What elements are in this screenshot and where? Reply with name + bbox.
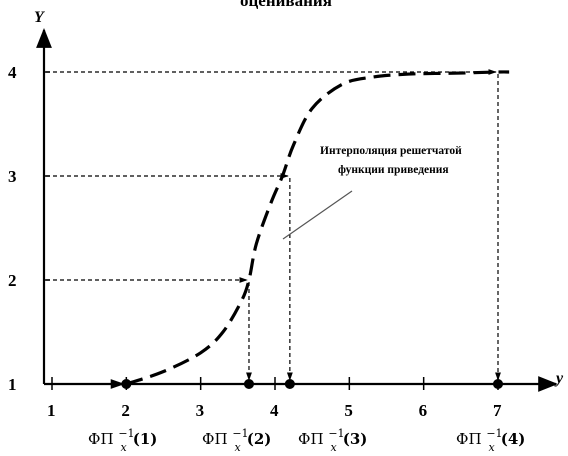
- y-tick-label-2: 2: [8, 271, 17, 290]
- inverse-label-2: ФП −1 x (2): [202, 427, 271, 454]
- inverse-point-4: [493, 379, 503, 389]
- inverse-point-3: [284, 379, 295, 389]
- x-tick-label-5: 5: [344, 401, 353, 420]
- x-tick-label-6: 6: [419, 401, 428, 420]
- inverse-point-2: [243, 379, 254, 389]
- x-tick-label-3: 3: [196, 401, 205, 420]
- annotation-leader: [282, 190, 353, 240]
- inverse-point-1: [121, 379, 132, 389]
- x-tick-label-1: 1: [47, 401, 56, 420]
- header-fragment: оценивания: [240, 0, 332, 10]
- guide-lines: [46, 69, 501, 389]
- inverse-labels: ФП −1 x (1) ФП −1 x (2) ФП −1 x (3) ФП −1 x (4): [88, 427, 525, 454]
- x-ticks: 1 2 3 4 5 6 7: [47, 377, 502, 420]
- annotation-line1: Интерполяция решетчатой: [320, 145, 462, 157]
- inverse-label-3: ФП −1 x (3): [298, 427, 367, 454]
- y-axis-title: Y: [34, 9, 45, 26]
- x-axis-title: y: [554, 370, 564, 387]
- annotation-line2: функции приведения: [338, 164, 449, 176]
- y-tick-label-4: 4: [8, 63, 17, 82]
- y-tick-label-3: 3: [8, 167, 17, 186]
- inverse-points: [121, 379, 503, 389]
- x-tick-label-2: 2: [121, 401, 130, 420]
- interpolation-curve: [125, 70, 510, 386]
- x-tick-label-4: 4: [270, 401, 279, 420]
- inverse-label-4: ФП −1 x (4): [456, 427, 525, 454]
- y-tick-label-1: 1: [8, 375, 17, 394]
- x-tick-label-7: 7: [493, 401, 502, 420]
- inverse-label-1: ФП −1 x (1): [88, 427, 157, 454]
